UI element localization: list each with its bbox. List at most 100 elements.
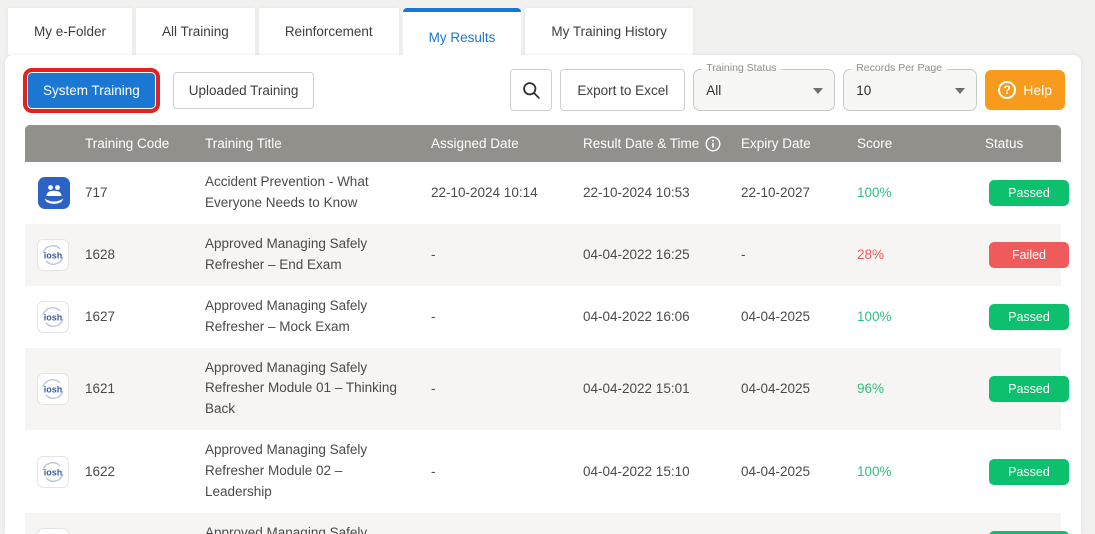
caret-down-icon <box>813 88 824 94</box>
training-code-cell: 1628 <box>85 247 116 263</box>
column-expiry-date: Expiry Date <box>741 136 811 151</box>
training-title-cell: Approved Managing Safely Refresher – End… <box>205 235 368 272</box>
svg-text:iosh: iosh <box>44 384 63 394</box>
assigned-date-cell: - <box>427 526 579 534</box>
my-results-panel: System Training Uploaded Training Export… <box>5 55 1081 534</box>
column-training-title: Training Title <box>205 136 282 151</box>
training-status-select[interactable]: Training Status All <box>693 62 836 111</box>
table-row: iosh 1622 Approved Managing Safely Refre… <box>25 430 1069 514</box>
result-date-cell: 04-04-2022 16:25 <box>583 247 690 263</box>
table-header-row: Training Code Training Title Assigned Da… <box>25 125 1061 162</box>
status-badge: Passed <box>989 303 1069 330</box>
assigned-date-cell: - <box>431 247 436 263</box>
iosh-logo-icon: iosh <box>37 300 69 333</box>
records-per-page-value: 10 <box>843 69 978 111</box>
column-result-date-label: Result Date & Time <box>583 136 700 151</box>
column-score: Score <box>857 136 893 151</box>
assigned-date-cell: - <box>431 464 436 480</box>
score-value: 28% <box>857 247 885 263</box>
svg-text:iosh: iosh <box>44 250 63 260</box>
system-training-button[interactable]: System Training <box>23 67 160 113</box>
column-assigned-date: Assigned Date <box>431 136 519 151</box>
training-icon-cell: iosh <box>25 229 81 281</box>
tab-my-training-history[interactable]: My Training History <box>525 8 693 55</box>
training-title-cell: Approved Managing Safely Refresher Modul… <box>205 442 368 500</box>
toolbar-right-group: Export to Excel Training Status All Reco… <box>510 62 1065 111</box>
table-row: iosh 1621 Approved Managing Safely Refre… <box>25 347 1069 431</box>
training-title-cell: Approved Managing Safely Refresher Modul… <box>205 525 368 534</box>
training-icon-cell: iosh <box>25 363 81 415</box>
score-value: 100% <box>853 526 981 534</box>
assigned-date-cell: - <box>431 309 436 325</box>
expiry-date-cell: 04-04-2025 <box>737 526 853 534</box>
training-icon-cell <box>25 166 81 220</box>
score-value: 96% <box>857 381 885 397</box>
iosh-logo-icon: iosh <box>37 238 69 271</box>
result-date-cell: 04-04-2022 15:01 <box>583 381 690 397</box>
expiry-date-cell: 04-04-2025 <box>741 381 811 397</box>
training-title-cell: Approved Managing Safely Refresher – Moc… <box>205 297 368 334</box>
table-row: 717 Accident Prevention - What Everyone … <box>25 162 1069 224</box>
search-button[interactable] <box>510 69 553 111</box>
info-icon[interactable] <box>705 135 721 152</box>
records-per-page-select[interactable]: Records Per Page 10 <box>843 62 978 111</box>
svg-text:iosh: iosh <box>44 312 63 322</box>
expiry-date-cell: 04-04-2025 <box>741 309 811 325</box>
column-training-code: Training Code <box>85 136 170 151</box>
status-badge: Passed <box>989 458 1069 485</box>
training-code-cell: 1623 <box>81 526 201 534</box>
iosh-logo-icon: iosh <box>37 455 69 488</box>
table-body: 717 Accident Prevention - What Everyone … <box>25 162 1069 534</box>
tab-my-e-folder[interactable]: My e-Folder <box>8 8 133 55</box>
table-row: iosh 1628 Approved Managing Safely Refre… <box>25 223 1069 286</box>
expiry-date-cell: 04-04-2025 <box>741 464 811 480</box>
training-code-cell: 1627 <box>85 309 116 325</box>
records-per-page-label: Records Per Page <box>851 62 947 75</box>
status-badge: Passed <box>989 530 1069 534</box>
status-badge: Passed <box>989 179 1069 206</box>
score-value: 100% <box>857 309 892 325</box>
assigned-date-cell: 22-10-2024 10:14 <box>431 185 538 201</box>
training-icon-cell: iosh <box>25 518 81 534</box>
result-date-cell: 04-04-2022 15:19 <box>579 526 737 534</box>
training-code-cell: 717 <box>85 185 108 201</box>
training-code-cell: 1622 <box>85 464 116 480</box>
status-badge: Passed <box>989 375 1069 402</box>
iosh-logo-icon: iosh <box>37 372 69 405</box>
score-value: 100% <box>857 185 892 201</box>
expiry-date-cell: - <box>741 247 746 263</box>
training-code-cell: 1621 <box>85 381 116 397</box>
caret-down-icon <box>955 88 966 94</box>
uploaded-training-button[interactable]: Uploaded Training <box>172 71 315 109</box>
tab-reinforcement[interactable]: Reinforcement <box>258 8 399 55</box>
result-date-cell: 04-04-2022 15:10 <box>583 464 690 480</box>
top-tab-bar: My e-Folder All Training Reinforcement M… <box>0 0 1095 63</box>
training-title-cell: Accident Prevention - What Everyone Need… <box>205 174 369 210</box>
training-title-cell: Approved Managing Safely Refresher Modul… <box>205 359 397 417</box>
training-status-label: Training Status <box>701 62 782 75</box>
accident-prevention-icon <box>38 176 70 209</box>
help-label: Help <box>1023 82 1052 98</box>
tab-my-results[interactable]: My Results <box>402 8 522 63</box>
training-icon-cell: iosh <box>25 291 81 343</box>
results-table: Training Code Training Title Assigned Da… <box>25 125 1069 534</box>
export-to-excel-button[interactable]: Export to Excel <box>560 69 686 111</box>
status-badge: Failed <box>989 241 1069 268</box>
iosh-logo-icon: iosh <box>37 527 69 534</box>
assigned-date-cell: - <box>431 381 436 397</box>
result-date-cell: 04-04-2022 16:06 <box>583 309 690 325</box>
table-row: iosh 1623 Approved Managing Safely Refre… <box>25 513 1069 534</box>
toolbar: System Training Uploaded Training Export… <box>5 55 1081 123</box>
expiry-date-cell: 22-10-2027 <box>741 185 811 201</box>
svg-text:iosh: iosh <box>44 467 63 477</box>
help-question-icon: ? <box>998 81 1017 99</box>
training-icon-cell: iosh <box>25 446 81 498</box>
tab-all-training[interactable]: All Training <box>136 8 255 55</box>
search-icon <box>523 81 540 99</box>
table-row: iosh 1627 Approved Managing Safely Refre… <box>25 285 1069 348</box>
help-button[interactable]: ? Help <box>985 70 1065 110</box>
score-value: 100% <box>857 464 892 480</box>
column-status: Status <box>985 136 1024 151</box>
column-result-date-time: Result Date & Time <box>579 135 737 152</box>
result-date-cell: 22-10-2024 10:53 <box>583 185 690 201</box>
